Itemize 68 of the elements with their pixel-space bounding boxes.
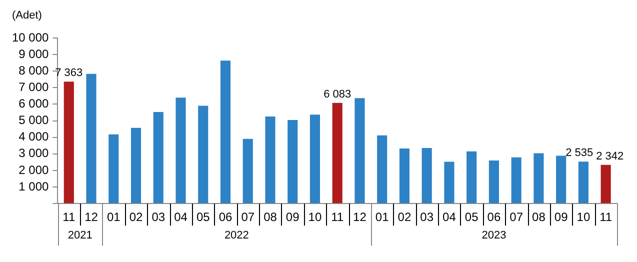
text: 2022 [224, 230, 249, 242]
y-tick-label: 9 000 [18, 46, 50, 61]
bar [64, 82, 74, 204]
x-tick-label: 01 [375, 210, 390, 224]
bar [242, 138, 253, 204]
bar [108, 134, 119, 204]
y-tick-label: 3 000 [18, 146, 50, 160]
x-tick-label: 07 [510, 210, 524, 224]
x-tick-label: 02 [398, 210, 412, 224]
bar [556, 156, 566, 204]
text: 2023 [482, 230, 506, 242]
x-tick-label: 06 [218, 210, 232, 224]
y-tick-label: 7 000 [18, 80, 50, 94]
x-tick-label: 09 [554, 210, 568, 224]
x-tick-label: 11 [600, 210, 612, 224]
data-label: 2 342 [596, 150, 624, 162]
x-tick-label: 12 [84, 210, 98, 224]
x-tick-label: 03 [420, 210, 434, 224]
y-axis-title: (Adet) [12, 10, 42, 22]
bar [198, 106, 208, 204]
bar [265, 116, 276, 204]
data-label: 7 363 [55, 67, 83, 80]
y-tick-label: 1 000 [18, 179, 50, 194]
bar [534, 153, 544, 204]
y-tick-label: 6 000 [18, 96, 50, 111]
y-tick-label: 2 000 [18, 162, 50, 177]
bar [288, 120, 298, 204]
x-tick-label: 10 [308, 210, 322, 224]
x-tick-label: 11 [331, 210, 344, 224]
x-tick-label: 04 [442, 210, 456, 224]
x-tick-label: 03 [152, 210, 166, 224]
x-tick-label: 12 [353, 210, 367, 224]
x-tick-label: 01 [106, 210, 121, 224]
bar [466, 151, 477, 204]
bar [153, 112, 164, 204]
x-tick-label: 08 [264, 210, 278, 224]
y-tick-label: 4 000 [18, 130, 50, 144]
bar [488, 160, 499, 204]
data-label: 2 535 [566, 147, 594, 160]
bar [578, 162, 588, 204]
y-tick-label: 10 000 [12, 30, 50, 44]
x-tick-label: 04 [174, 210, 188, 224]
bar [220, 60, 231, 204]
data-label: 6 083 [324, 88, 352, 100]
bar [422, 148, 432, 204]
x-tick-label: 08 [532, 210, 546, 224]
y-tick-label: 8 000 [18, 63, 50, 78]
bar [86, 74, 96, 204]
bar [511, 157, 522, 204]
x-tick-label: 06 [487, 210, 501, 224]
bar [399, 148, 410, 204]
y-tick-label: 5 000 [18, 113, 50, 128]
x-tick-label: 09 [286, 210, 300, 224]
bar [444, 162, 454, 204]
x-tick-label: 10 [576, 210, 590, 224]
bar [377, 135, 388, 204]
bar [310, 114, 320, 204]
bar [354, 98, 365, 204]
x-tick-label: 11 [62, 210, 76, 224]
text: 2021 [68, 230, 92, 242]
x-tick-label: 07 [241, 210, 255, 224]
bar [332, 102, 342, 204]
bar [600, 164, 611, 204]
x-tick-label: 02 [129, 210, 143, 224]
x-tick-label: 05 [196, 210, 210, 224]
x-tick-label: 05 [464, 210, 479, 224]
bar [130, 128, 142, 204]
bar [176, 98, 186, 204]
